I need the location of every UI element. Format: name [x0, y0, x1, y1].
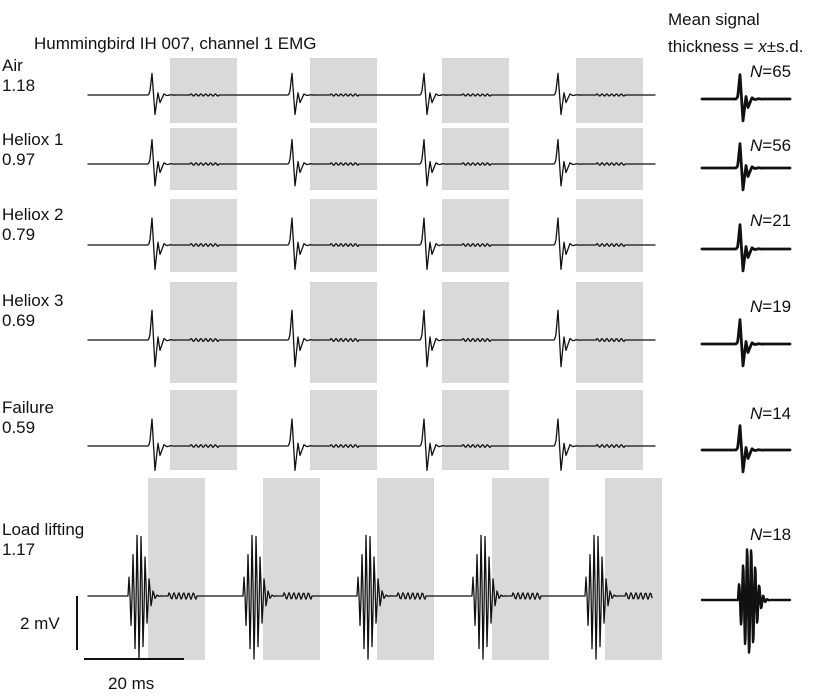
shaded-window — [148, 478, 205, 660]
shaded-window — [442, 390, 509, 470]
shaded-window — [576, 199, 643, 272]
mean-signal — [700, 424, 792, 474]
n-count: N=56 — [750, 136, 791, 155]
condition-value: 0.97 — [2, 150, 35, 169]
shaded-window — [310, 58, 377, 123]
mean-header-sd: ±s.d. — [767, 37, 804, 56]
condition-value: 1.18 — [2, 76, 35, 95]
condition-label: Heliox 3 — [2, 291, 63, 310]
shaded-window — [170, 390, 237, 470]
mean-header-line1: Mean signal — [668, 10, 760, 29]
shaded-window — [492, 478, 549, 660]
condition-label: Failure — [2, 398, 54, 417]
n-count: N=19 — [750, 297, 791, 316]
condition-label: Load lifting — [2, 520, 84, 539]
shaded-window — [310, 128, 377, 190]
condition-value: 0.59 — [2, 418, 35, 437]
emg-trace — [87, 217, 656, 270]
mean-header-x: x — [757, 37, 767, 56]
n-count: N=14 — [750, 404, 791, 423]
mean-header-line2: thickness = x±s.d. — [668, 37, 803, 56]
shaded-window — [605, 478, 662, 660]
emg-trace — [87, 309, 656, 368]
scale-bar-y-label: 2 mV — [20, 614, 60, 633]
shaded-window — [170, 128, 237, 190]
shaded-window — [263, 478, 320, 660]
condition-label: Heliox 1 — [2, 130, 63, 149]
emg-trace — [87, 72, 656, 116]
chart-title: Hummingbird IH 007, channel 1 EMG — [34, 34, 317, 53]
mean-signal — [700, 548, 792, 654]
shaded-window — [442, 58, 509, 123]
shaded-window — [310, 199, 377, 272]
mean-header-text: thickness = — [668, 37, 758, 56]
shaded-window — [576, 58, 643, 123]
condition-label: Heliox 2 — [2, 205, 63, 224]
shaded-window — [170, 58, 237, 123]
shaded-window — [442, 282, 509, 383]
shaded-window — [310, 282, 377, 383]
n-count: N=18 — [750, 525, 791, 544]
shaded-window — [170, 282, 237, 383]
shaded-window — [576, 282, 643, 383]
n-count: N=21 — [750, 211, 791, 230]
shaded-window — [576, 128, 643, 190]
mean-signal — [700, 142, 792, 192]
emg-trace — [87, 418, 656, 471]
scale-bar-x-label: 20 ms — [108, 674, 154, 693]
condition-value: 0.79 — [2, 225, 35, 244]
shaded-window — [442, 199, 509, 272]
mean-signal — [700, 223, 792, 273]
condition-value: 1.17 — [2, 540, 35, 559]
emg-trace — [87, 139, 656, 187]
n-count: N=65 — [750, 62, 791, 81]
condition-label: Air — [2, 56, 23, 75]
shaded-window — [576, 390, 643, 470]
condition-value: 0.69 — [2, 311, 35, 330]
shaded-window — [170, 199, 237, 272]
shaded-window — [442, 128, 509, 190]
mean-signal — [700, 73, 792, 123]
mean-signal — [700, 318, 792, 368]
shaded-window — [310, 390, 377, 470]
emg-trace — [87, 534, 653, 660]
shaded-window — [377, 478, 434, 660]
